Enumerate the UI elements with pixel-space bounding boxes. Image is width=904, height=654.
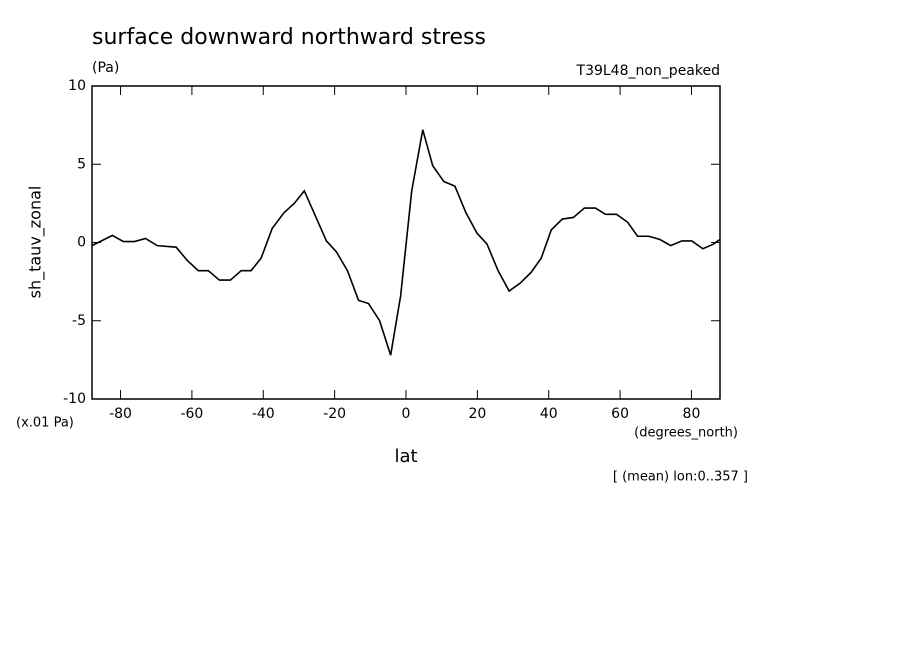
data-line [91, 129, 721, 356]
experiment: T39L48_non_peaked [576, 63, 720, 79]
x-tick-label: 60 [611, 406, 629, 422]
x-tick-label: 0 [402, 406, 411, 422]
x-tick-label: 40 [540, 406, 558, 422]
y-tick-label: -10 [63, 391, 86, 407]
units: (Pa) [92, 60, 119, 76]
y-tick-label: -5 [72, 313, 86, 329]
x-tick-label: -20 [323, 406, 346, 422]
x-units: (degrees_north) [634, 426, 738, 441]
y-scale-note: (x.01 Pa) [16, 416, 74, 431]
x-tick-label: 80 [683, 406, 701, 422]
x-tick-label: -80 [109, 406, 132, 422]
chart-title: surface downward northward stress [92, 25, 486, 50]
x-axis-label: lat [394, 446, 417, 467]
y-tick-label: 5 [77, 156, 86, 172]
x-tick-label: 20 [468, 406, 486, 422]
y-axis-label: sh_tauv_zonal [26, 186, 46, 299]
x-tick-label: -60 [180, 406, 203, 422]
x-tick-label: -40 [252, 406, 275, 422]
y-tick-label: 0 [77, 235, 86, 251]
note: [ (mean) lon:0..357 ] [613, 470, 748, 485]
y-tick-label: 10 [68, 78, 86, 94]
